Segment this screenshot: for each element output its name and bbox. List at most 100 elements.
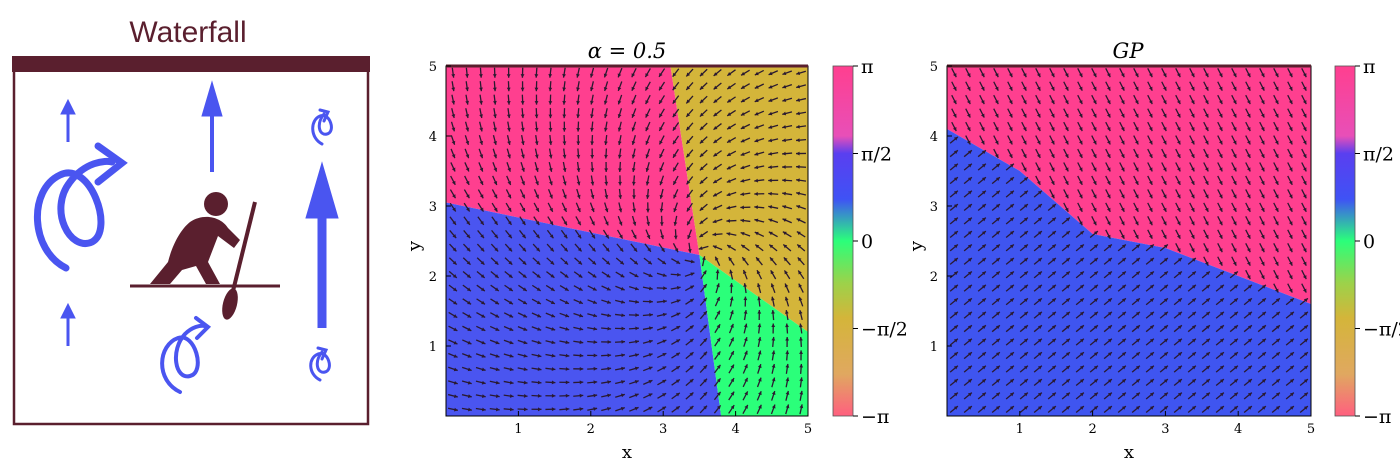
vector-arrowhead [798,310,803,315]
vector-arrowhead [796,84,801,89]
vector-arrowhead [686,193,691,198]
vector-arrowhead [1190,248,1195,253]
vector-arrowhead [1176,180,1181,185]
vector-arrowhead [481,340,486,345]
vector-arrowhead [548,114,553,119]
vector-arrowhead [479,140,484,145]
vector-arrowhead [673,235,678,240]
vector-arrowhead [1163,298,1168,303]
vector-arrowhead [757,350,762,355]
vector-arrowhead [1219,406,1224,410]
vector-arrowhead [495,354,500,358]
vector-arrowhead [1148,234,1153,239]
vector-arrowhead [1274,127,1279,132]
vector-arrowhead [730,323,734,328]
vector-arrowhead [1121,311,1126,316]
vector-arrowhead [481,327,486,331]
vector-arrowhead [1247,406,1252,410]
x-tick-label: 1 [1016,422,1024,437]
vector-arrowhead [740,98,745,103]
vector-arrowhead [673,221,678,226]
vector-arrowhead [981,406,986,410]
vector-arrowhead [635,313,639,317]
vector-arrowhead [768,178,772,183]
vector-arrowhead [730,351,734,356]
vector-arrowhead [1302,288,1307,293]
vector-arrowhead [537,340,542,345]
vector-arrowhead [1092,153,1097,158]
vector-arrowhead [768,98,773,102]
vector-arrowhead [771,391,776,395]
vector-arrowhead [534,74,539,78]
vector-arrowhead [576,114,581,119]
vector-arrowhead [1204,100,1209,105]
vector-arrowhead [699,220,704,224]
vector-arrowhead [686,126,691,131]
vector-arrowhead [1288,248,1293,253]
vector-arrowhead [726,232,731,236]
vector-arrowhead [1037,231,1042,235]
vector-arrowhead [1190,86,1195,91]
vector-arrowhead [548,101,553,105]
vector-arrowhead [713,139,718,144]
vector-arrowhead [1176,167,1181,172]
vector-arrowhead [1022,73,1027,78]
vector-arrowhead [1190,153,1195,158]
vector-arrowhead [994,100,999,105]
vector-arrowhead [1303,379,1308,383]
vector-arrowhead [495,394,500,398]
vector-arrowhead [730,378,735,383]
x-tick-label: 2 [1088,422,1096,437]
vector-arrowhead [1008,127,1013,132]
vector-arrowhead [742,257,746,262]
vector-arrowhead [981,204,986,208]
vector-arrowhead [507,154,511,159]
vector-arrowhead [1261,338,1266,343]
vector-arrowhead [716,378,721,383]
vector-arrowhead [1037,406,1042,410]
vector-arrowhead [1092,194,1097,199]
vector-arrowhead [494,274,499,278]
vector-arrowhead [699,193,704,198]
vector-arrowhead [1176,221,1181,226]
vector-arrowhead [634,380,639,384]
vector-arrowhead [1037,352,1042,356]
vector-arrowhead [1288,127,1293,132]
vector-arrowhead [1218,180,1223,185]
vector-arrowhead [1289,325,1294,330]
vector-arrowhead [1079,406,1084,410]
vector-arrowhead [1065,379,1070,383]
vector-arrowhead [1093,271,1098,276]
vector-arrowhead [551,313,556,318]
vector-arrowhead [1260,127,1265,132]
vector-arrowhead [631,181,636,186]
vector-arrowhead [495,314,500,318]
colorbar-tick-label: −π [861,406,889,428]
vector-arrowhead [522,274,527,278]
vector-arrowhead [1078,140,1083,145]
vector-arrowhead [1275,352,1280,356]
vector-arrowhead [796,98,801,102]
vector-arrowhead [508,247,513,252]
vector-arrowhead [1219,271,1224,276]
vector-arrowhead [672,126,677,131]
vector-arrowhead [648,393,653,397]
x-tick-label: 4 [1234,422,1242,437]
vector-arrowhead [549,181,553,186]
vector-arrowhead [1120,153,1125,158]
vector-arrowhead [785,363,790,368]
vector-arrowhead [754,71,759,76]
vector-arrowhead [703,324,707,329]
vector-arrowhead [479,127,484,132]
chart-title: α = 0.5 [588,39,667,63]
vector-arrowhead [1009,204,1014,208]
vector-arrowhead [1036,140,1041,145]
vector-arrowhead [1288,288,1293,293]
vector-arrowhead [1260,140,1265,145]
vector-arrowhead [1204,221,1209,226]
vector-arrowhead [551,327,556,331]
vector-arrowhead [520,101,525,105]
vector-arrowhead [645,167,650,172]
vector-arrowhead [1204,127,1209,132]
vector-arrowhead [740,178,745,183]
